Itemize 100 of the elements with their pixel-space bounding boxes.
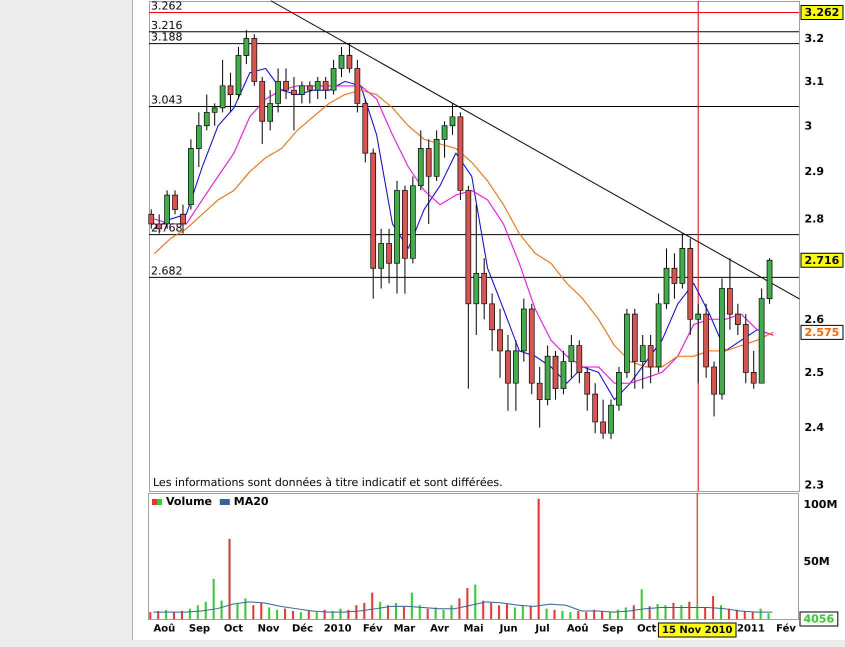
x-tick-label: Oct <box>224 624 244 634</box>
x-tick-label: Mar <box>394 624 416 634</box>
candlestick <box>640 334 646 390</box>
bar <box>624 608 627 619</box>
y-tick-label: 3 <box>804 119 812 132</box>
bar <box>720 605 722 619</box>
bar <box>149 612 152 619</box>
bar <box>530 606 532 619</box>
bar <box>371 592 374 619</box>
bar <box>656 604 659 619</box>
bar <box>768 613 770 619</box>
x-tick-label: Oct <box>637 624 657 634</box>
bar <box>418 605 421 619</box>
bar <box>752 612 754 619</box>
bar <box>514 608 516 619</box>
x-tick-label: Mai <box>463 624 484 634</box>
bar <box>308 610 310 619</box>
candlestick <box>338 46 344 78</box>
candlestick <box>172 190 178 215</box>
x-tick-label: Fév <box>776 624 796 634</box>
bar <box>426 608 429 619</box>
annotation: Les informations sont données à titre indicatif et sont différées. <box>153 476 503 489</box>
x-tick-label: Sep <box>602 624 624 634</box>
x-tick-label: Déc <box>292 624 314 634</box>
legend-label: Volume <box>166 495 212 508</box>
ref-line-label: 3.216 <box>151 18 182 32</box>
bar <box>268 608 270 619</box>
x-tick-label: Aoû <box>153 624 176 634</box>
bar <box>640 589 643 619</box>
bar <box>482 600 484 619</box>
bar <box>434 608 437 619</box>
y-tick-label: 50M <box>804 555 830 568</box>
candlestick <box>306 80 313 104</box>
bar <box>363 602 366 619</box>
ref-line-label: 3.262 <box>151 0 182 13</box>
x-tick-label: Fév <box>362 624 384 634</box>
candlestick <box>648 334 654 384</box>
bar <box>252 605 254 619</box>
y-tick-label: 4056 <box>804 612 834 626</box>
bar <box>554 610 556 619</box>
y-tick-label: 2.716 <box>804 254 840 267</box>
y-tick-label: 2.9 <box>804 165 824 178</box>
bar <box>506 604 508 619</box>
ref-line-label: 3.043 <box>151 94 182 107</box>
bar <box>760 608 762 619</box>
bar <box>410 592 413 619</box>
bar <box>387 605 390 619</box>
candlestick <box>330 59 336 96</box>
bar <box>561 610 564 619</box>
y-tick-label: 2.6 <box>804 312 824 326</box>
bar <box>704 608 706 619</box>
bar <box>442 610 445 619</box>
candlestick <box>196 112 202 168</box>
x-tick-label: 2010 <box>324 624 352 634</box>
ref-line-label: 3.188 <box>151 30 182 44</box>
bar <box>522 605 524 619</box>
y-tick-label: 2.5 <box>804 366 824 379</box>
x-tick-label: Sep <box>188 624 210 634</box>
bar <box>490 602 492 619</box>
candlestick <box>299 80 305 104</box>
bar <box>204 602 207 619</box>
bar <box>220 600 223 619</box>
bar <box>546 608 548 619</box>
bar <box>196 605 199 619</box>
bar <box>538 498 540 619</box>
candlestick <box>750 350 757 390</box>
candlestick <box>695 303 702 384</box>
bar <box>379 602 382 619</box>
ref-line-label: 2.682 <box>151 264 182 278</box>
bar <box>728 608 730 619</box>
candlestick <box>536 366 543 428</box>
x-tick-label: Avr <box>430 624 450 634</box>
bar <box>402 606 405 619</box>
bar <box>680 605 682 619</box>
bar <box>188 608 191 619</box>
bar <box>394 602 397 619</box>
bar <box>300 612 302 619</box>
bar <box>498 605 500 619</box>
bar <box>173 612 176 619</box>
line-series <box>153 601 772 613</box>
candlestick <box>322 76 329 100</box>
bar <box>688 602 690 619</box>
x-tick-label: Jun <box>498 624 518 634</box>
bar <box>569 612 572 619</box>
x-tick-label: Aoû <box>566 624 589 634</box>
bar <box>276 610 278 619</box>
bar <box>632 605 635 619</box>
candlestick <box>600 399 606 440</box>
candlestick <box>568 334 574 378</box>
bar <box>212 578 215 619</box>
y-tick-label: 3.2 <box>804 32 824 46</box>
bar <box>712 596 714 619</box>
candlestick <box>314 76 321 100</box>
y-tick-label: 2.575 <box>804 326 840 339</box>
candlestick <box>497 308 503 378</box>
bar <box>260 602 262 619</box>
bar <box>244 598 246 619</box>
y-tick-label: 2.4 <box>804 421 824 434</box>
candlestick <box>442 120 448 158</box>
bar <box>474 584 476 619</box>
